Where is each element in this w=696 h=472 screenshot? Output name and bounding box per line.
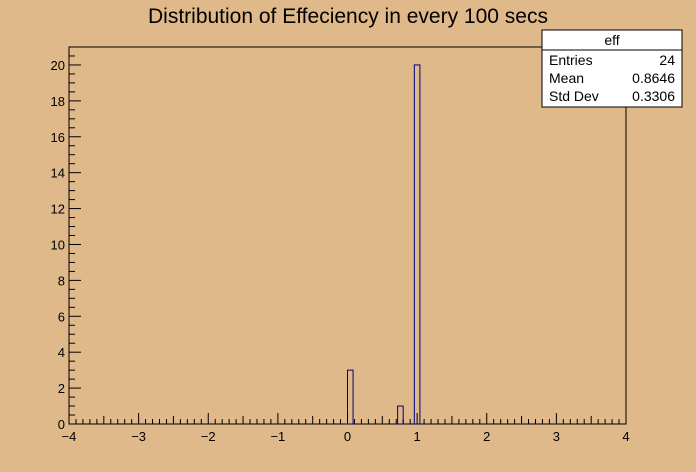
stats-mean-label: Mean (549, 70, 584, 86)
histogram-bars (347, 64, 421, 425)
y-axis: 0 2 4 6 8 10 12 14 16 18 20 (51, 46, 81, 432)
stats-mean-value: 0.8646 (632, 70, 675, 86)
y-tick-label: 12 (51, 202, 65, 217)
y-tick-label: 16 (51, 130, 65, 145)
stats-box-frame (541, 29, 683, 108)
stats-entries-value: 24 (659, 52, 675, 68)
x-tick-label: 3 (553, 429, 560, 444)
stats-box-title: eff (604, 32, 619, 48)
stats-stddev-value: 0.3306 (632, 88, 675, 104)
x-tick-label: −3 (131, 429, 146, 444)
y-tick-label: 4 (58, 345, 65, 360)
x-tick-label: −1 (270, 429, 285, 444)
x-axis: −4 −3 −2 −1 0 1 2 3 4 (62, 413, 630, 444)
histogram-bar (397, 405, 404, 425)
x-tick-label: 1 (414, 429, 421, 444)
x-tick-label: 0 (344, 429, 351, 444)
stats-entries-label: Entries (549, 52, 593, 68)
y-tick-label: 8 (58, 273, 65, 288)
x-tick-label: −4 (62, 429, 77, 444)
stats-box: eff Entries 24 Mean 0.8646 Std Dev 0.330… (541, 29, 683, 108)
x-tick-label: 2 (483, 429, 490, 444)
stats-stddev-label: Std Dev (549, 88, 599, 104)
histogram-bar (413, 64, 421, 425)
x-tick-label: 4 (622, 429, 629, 444)
y-tick-label: 10 (51, 237, 65, 252)
histogram-bar (347, 369, 354, 425)
x-tick-label: −2 (201, 429, 216, 444)
y-tick-label: 18 (51, 94, 65, 109)
y-tick-label: 0 (58, 417, 65, 432)
y-tick-label: 2 (58, 381, 65, 396)
y-tick-label: 6 (58, 309, 65, 324)
chart-title: Distribution of Effeciency in every 100 … (148, 5, 548, 28)
y-tick-label: 20 (51, 58, 65, 73)
y-tick-label: 14 (51, 166, 65, 181)
